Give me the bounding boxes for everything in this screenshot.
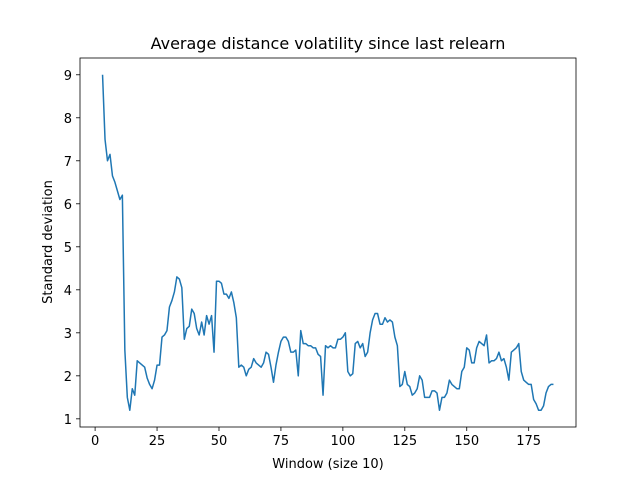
x-tick-label: 150 xyxy=(454,434,479,449)
x-tick-label: 0 xyxy=(91,434,99,449)
plot-frame xyxy=(79,57,577,428)
x-axis-label: Window (size 10) xyxy=(272,457,383,472)
y-tick-label: 9 xyxy=(64,69,72,84)
y-tick-label: 8 xyxy=(64,112,72,127)
y-axis-label: Standard deviation xyxy=(41,180,56,304)
data-line xyxy=(101,74,554,411)
x-tick-label: 50 xyxy=(211,434,228,449)
x-tick-label: 125 xyxy=(392,434,417,449)
chart-title: Average distance volatility since last r… xyxy=(151,34,506,53)
x-tick-label: 100 xyxy=(330,434,355,449)
y-tick-label: 2 xyxy=(64,370,72,385)
x-tick-label: 175 xyxy=(516,434,541,449)
y-tick-label: 5 xyxy=(64,241,72,256)
y-tick-label: 7 xyxy=(64,155,72,170)
x-tick-label: 25 xyxy=(149,434,166,449)
y-tick-label: 1 xyxy=(64,413,72,428)
x-tick-label: 75 xyxy=(273,434,290,449)
y-tick-label: 6 xyxy=(64,198,72,213)
y-tick-label: 4 xyxy=(64,284,72,299)
y-tick-label: 3 xyxy=(64,327,72,342)
